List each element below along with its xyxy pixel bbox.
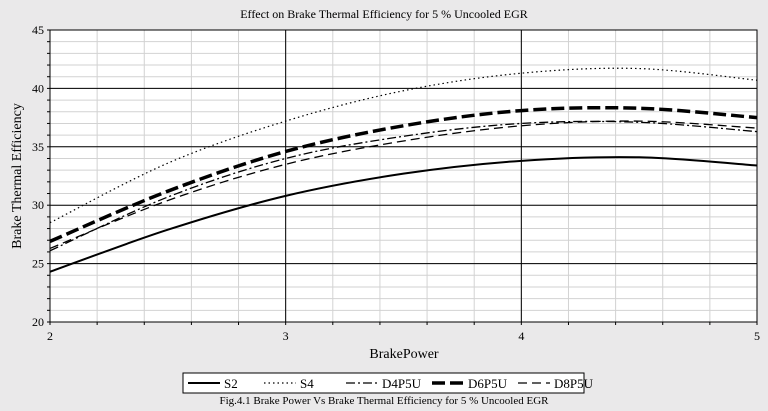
- y-tick-label: 25: [32, 257, 44, 271]
- chart-title: Effect on Brake Thermal Efficiency for 5…: [240, 7, 528, 21]
- legend-label-s4: S4: [300, 376, 314, 391]
- y-tick-label: 30: [32, 198, 44, 212]
- series-line-s2: [49, 156, 758, 273]
- y-axis-label: Brake Thermal Efficiency: [10, 103, 25, 249]
- series-line-s4: [49, 67, 758, 224]
- y-tick-label: 40: [32, 81, 44, 95]
- y-tick-label: 35: [32, 140, 44, 154]
- legend-label-d6p5u: D6P5U: [468, 376, 508, 391]
- series-line-d8p5u: [49, 120, 758, 250]
- legend-label-s2: S2: [224, 376, 238, 391]
- x-axis-label: BrakePower: [369, 347, 439, 362]
- x-tick-label: 4: [518, 329, 524, 343]
- figure-caption: Fig.4.1 Brake Power Vs Brake Thermal Eff…: [219, 395, 549, 407]
- legend-box: [182, 372, 585, 394]
- series-lines: [49, 67, 758, 273]
- legend: S2 S4 D4P5U D6P5U D8P5U: [188, 376, 594, 391]
- x-tick-label: 5: [754, 329, 760, 343]
- x-tick-label: 2: [47, 329, 53, 343]
- legend-label-d4p5u: D4P5U: [382, 376, 422, 391]
- legend-label-d8p5u: D8P5U: [554, 376, 594, 391]
- x-tick-label: 3: [283, 329, 289, 343]
- plot-border: [49, 29, 758, 323]
- y-tick-label: 45: [32, 23, 44, 37]
- plot-background: [50, 30, 757, 322]
- series-line-d6p5u: [49, 105, 758, 244]
- y-tick-label: 20: [32, 315, 44, 329]
